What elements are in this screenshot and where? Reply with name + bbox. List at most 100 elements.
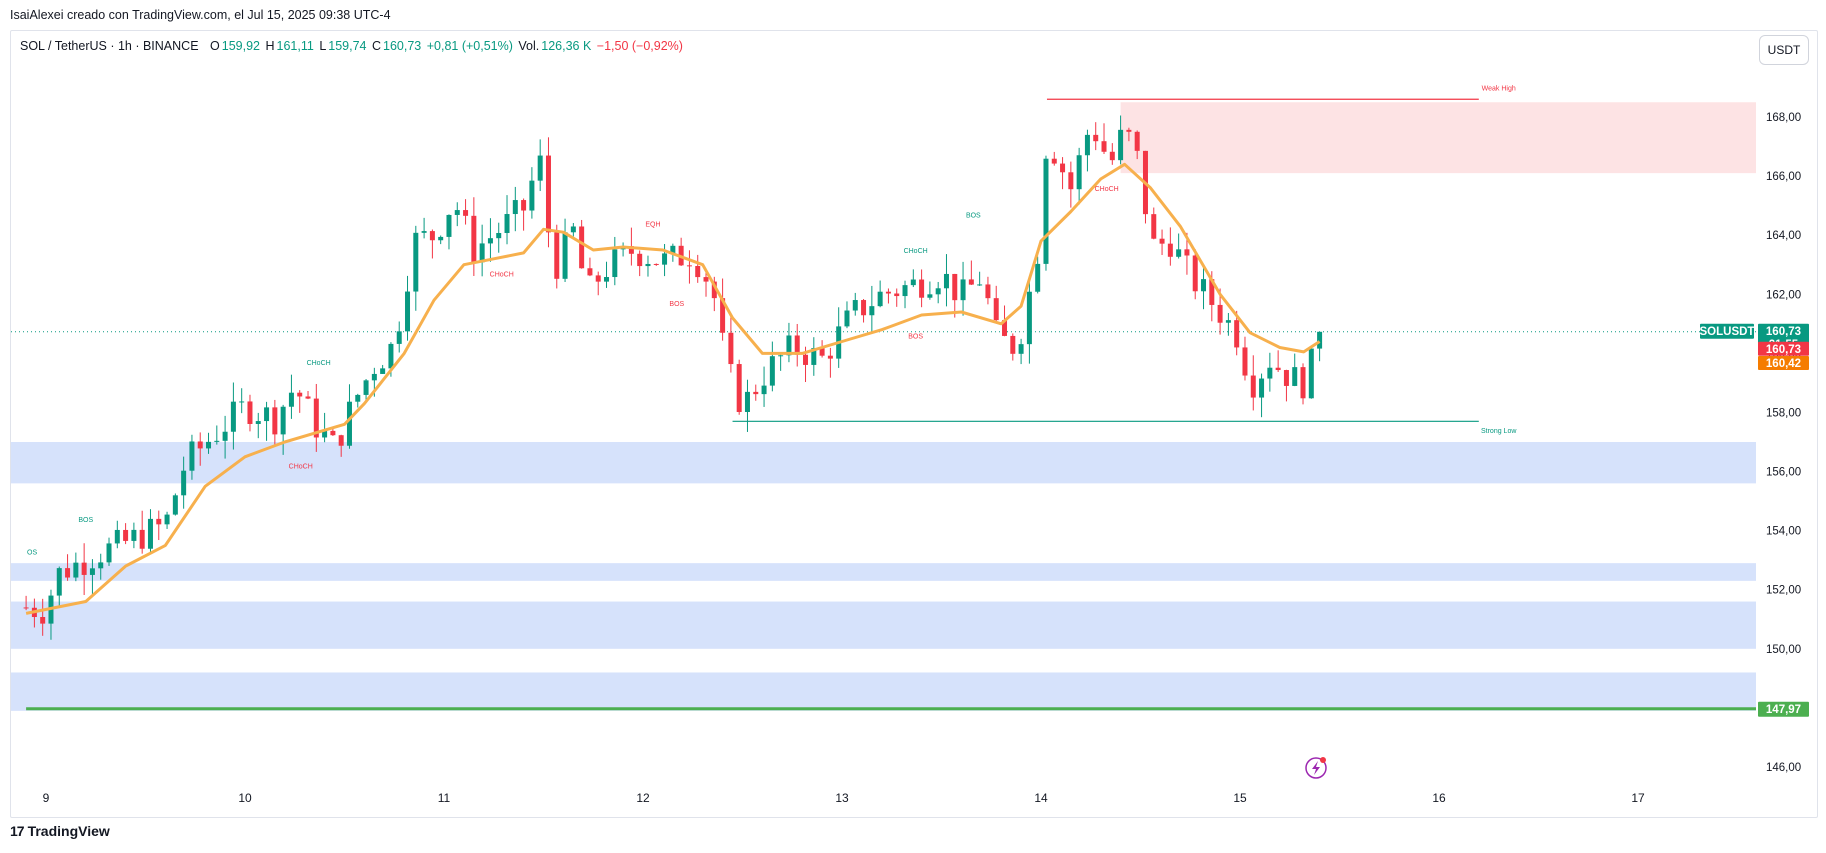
y-tick-label: 166,00: [1766, 171, 1801, 183]
demand-zone-1: [11, 442, 1756, 484]
candle-body: [877, 291, 883, 307]
candle-body: [662, 253, 668, 265]
support-price-tag: 147,97: [1766, 704, 1801, 716]
candle-body: [943, 273, 949, 289]
annotation-label: Strong Low: [1481, 428, 1517, 435]
candle-body: [1002, 320, 1008, 336]
alert-dot: [1320, 757, 1326, 763]
candle-body: [371, 373, 377, 381]
candle-body: [910, 279, 916, 286]
candle-body: [902, 285, 908, 297]
candle-body: [736, 364, 742, 412]
candle-body: [1035, 263, 1041, 292]
x-tick-label: 12: [636, 791, 650, 805]
candle-body: [1159, 238, 1165, 244]
candle-body: [305, 396, 311, 399]
candle-body: [487, 238, 493, 244]
volume-label: Vol.: [518, 39, 540, 53]
candle-body: [297, 392, 303, 397]
ema-price-tag: 160,42: [1766, 358, 1801, 370]
candle-body: [537, 155, 543, 181]
candle-body: [968, 279, 974, 285]
candle-body: [355, 394, 361, 402]
candle-body: [885, 291, 891, 294]
candle-body: [89, 568, 95, 575]
candle-body: [56, 568, 62, 596]
candle-body: [1184, 249, 1190, 256]
supply-zone-0: [1120, 102, 1756, 174]
candle-body: [1225, 320, 1231, 323]
candle-body: [803, 354, 809, 365]
candle-body: [861, 300, 867, 316]
candle-body: [123, 529, 129, 541]
candle-body: [131, 529, 137, 541]
candle-body: [1317, 331, 1323, 349]
candle-body: [197, 441, 203, 449]
candle-body: [778, 355, 784, 357]
candle-body: [81, 562, 87, 575]
candle-body: [346, 401, 352, 446]
candle-body: [645, 263, 651, 267]
candle-body: [587, 268, 593, 276]
candle-body: [1217, 304, 1223, 323]
candle-body: [637, 253, 643, 267]
annotation-label: BOS: [908, 334, 923, 341]
candle-body: [811, 348, 817, 365]
candle-body: [106, 543, 112, 563]
change-value: +0,81 (+0,51%): [426, 39, 513, 53]
demand-zone-4: [11, 672, 1756, 711]
candle-body: [653, 263, 659, 265]
alert-lightning-icon: [1305, 757, 1327, 779]
candle-body: [181, 470, 187, 496]
low-value: 159,74: [328, 39, 367, 53]
candle-body: [429, 231, 435, 241]
candle-body: [413, 232, 419, 292]
candle-body: [1192, 255, 1198, 292]
candle-body: [952, 273, 958, 301]
volume-value: 126,36 K: [541, 39, 592, 53]
x-tick-label: 13: [835, 791, 849, 805]
candle-body: [985, 284, 991, 299]
annotation-label: CHoCH: [289, 464, 313, 471]
annotation-label: BOS: [966, 212, 981, 219]
candle-body: [421, 231, 427, 233]
currency-button[interactable]: USDT: [1759, 35, 1809, 65]
symbol-label[interactable]: SOL / TetherUS · 1h · BINANCE: [20, 39, 199, 53]
candle-body: [844, 310, 850, 327]
annotation-label: CHoCH: [1095, 186, 1119, 193]
candle-body: [1109, 151, 1115, 161]
close-value: 160,73: [383, 39, 422, 53]
x-tick-label: 16: [1432, 791, 1446, 805]
candle-body: [769, 356, 775, 386]
candle-body: [545, 155, 551, 233]
tradingview-footer[interactable]: 17 TradingView: [10, 823, 110, 839]
attribution-text: IsaiAlexei creado con TradingView.com, e…: [10, 8, 391, 22]
candle-body: [1209, 279, 1215, 305]
y-tick-label: 150,00: [1766, 644, 1801, 656]
candle-body: [40, 617, 46, 624]
candle-body: [272, 407, 278, 435]
candle-body: [1101, 141, 1107, 152]
candle-body: [1151, 214, 1157, 239]
candle-body: [1018, 344, 1024, 354]
candle-body: [73, 562, 79, 578]
candle-body: [446, 214, 452, 237]
candle-body: [720, 298, 726, 333]
candle-body: [172, 495, 178, 515]
candle-body: [1010, 335, 1016, 354]
y-tick-label: 156,00: [1766, 467, 1801, 479]
y-tick-label: 162,00: [1766, 289, 1801, 301]
candle-body: [1060, 163, 1066, 173]
candle-body: [380, 368, 386, 374]
candle-body: [1242, 347, 1248, 376]
high-value: 161,11: [276, 39, 314, 53]
annotation-label: EQH: [645, 221, 660, 228]
high-label: H: [265, 39, 275, 53]
candle-body: [1283, 370, 1289, 386]
candle-body: [164, 514, 170, 525]
candle-body: [288, 392, 294, 407]
candle-body: [554, 232, 560, 279]
open-value: 159,92: [221, 39, 260, 53]
